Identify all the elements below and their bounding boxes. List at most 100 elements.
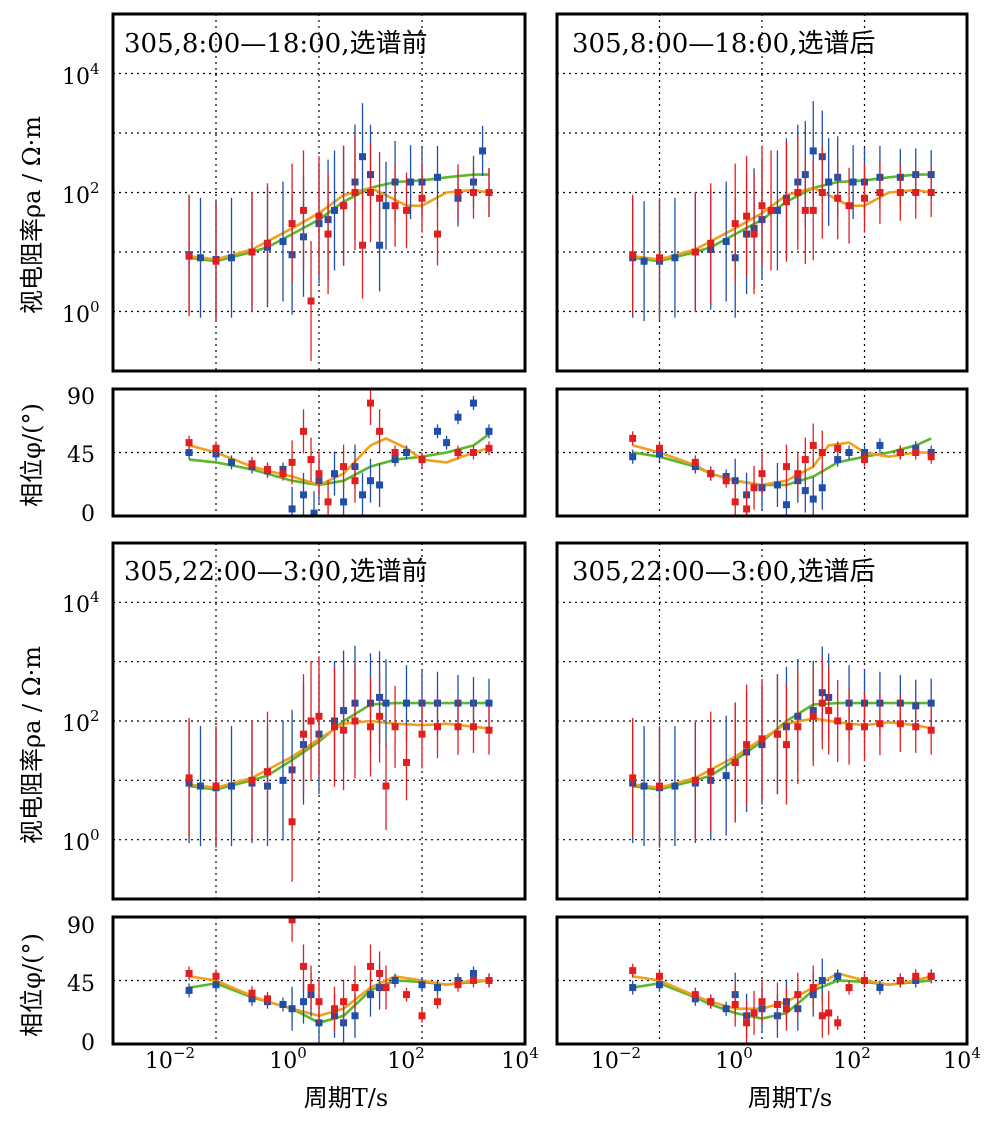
blue-data-point [228,782,236,790]
blue-data-point [809,495,817,503]
rho-panel [555,541,969,901]
red-data-point [367,962,374,970]
red-data-point [782,198,790,206]
red-data-point [367,189,374,196]
phase-tick-label: 0 [81,1031,95,1056]
red-data-point [288,220,296,228]
red-data-point [731,220,739,228]
blue-data-point [876,984,884,992]
blue-data-point [367,991,374,999]
red-data-point [351,477,359,485]
red-data-point [212,782,220,790]
red-data-point [264,239,271,247]
blue-data-point [279,238,287,246]
blue-data-point [367,477,374,485]
phase-panel [111,915,527,1046]
red-data-point [185,439,193,447]
red-data-point [825,707,833,715]
red-data-point [809,441,817,449]
blue-data-point [834,456,842,464]
red-data-point [927,453,935,461]
red-data-point [264,768,271,776]
red-data-point [782,741,790,749]
red-data-point [307,984,315,992]
red-data-point [376,427,384,435]
red-data-point [656,444,663,452]
red-data-point [809,206,817,214]
red-data-point [470,189,477,196]
red-data-point [758,998,766,1006]
blue-data-point [331,206,339,214]
x-tick-label: 102 [387,1044,425,1074]
blue-data-point [861,449,868,456]
blue-data-point [196,782,204,790]
red-data-point [818,449,826,456]
red-data-point [818,699,826,707]
red-data-point [340,202,348,210]
red-data-point [896,720,904,728]
phase-tick-labels-bottom: 0 45 90 [67,914,95,1056]
red-data-point [391,202,399,210]
red-data-point [927,189,935,196]
red-data-point [470,449,477,456]
rho-panel-frame [555,541,969,901]
blue-data-point [801,487,809,495]
orange-fit-line [632,441,932,487]
green-fit-line [632,437,932,487]
chart-title: 305,8:00—18:00,选谱前 [124,29,427,59]
red-data-point [707,470,715,478]
blue-data-point [722,238,730,246]
red-data-point [896,189,904,196]
red-data-point [818,189,826,196]
orange-fit-line [188,719,490,790]
phase-axis-label: 相位φ/(°) [18,933,46,1037]
rho-axis-label: 视电阻率ρa / Ω·m [18,116,46,314]
red-data-point [629,774,637,782]
blue-data-point [185,449,193,456]
red-data-point [912,972,920,980]
red-data-point [629,434,637,442]
red-data-point [656,972,663,980]
red-data-point [324,230,332,238]
red-data-point [376,194,384,202]
blue-data-point [212,981,220,989]
red-data-point [315,998,323,1006]
red-data-point [656,782,663,790]
x-axis-label: 周期T/s [304,1084,388,1112]
blue-data-point [288,505,296,513]
red-data-point [212,972,220,980]
blue-data-point [470,399,477,407]
red-data-point [801,206,809,214]
red-data-point [876,189,884,196]
blue-data-point [359,491,367,499]
red-data-point [731,758,739,766]
red-data-point [434,230,442,238]
blue-data-point [351,1012,359,1020]
phase-tick-label: 0 [81,502,95,527]
red-data-point [382,782,390,790]
red-data-point [629,251,637,259]
green-fit-line [188,701,489,791]
red-data-point [691,776,699,784]
rho-tick-labels-bottom: 100 102 104 [62,588,100,856]
red-data-point [794,723,802,731]
blue-data-point [671,782,679,790]
green-fit-line [188,979,490,1025]
blue-data-point [391,977,399,984]
red-data-point [248,776,256,784]
x-tick-label: 10−2 [145,1044,195,1074]
blue-data-point [809,147,817,155]
red-data-point [750,1009,758,1017]
red-data-point [801,456,809,464]
rho-panel-frame [111,12,527,373]
red-data-point [485,726,493,734]
red-data-point [351,984,359,992]
red-data-point [264,465,271,473]
red-data-point [758,202,766,210]
green-fit-line [632,173,932,263]
red-data-point [288,818,296,826]
red-data-point [825,1009,833,1017]
red-data-point [773,730,781,738]
red-data-point [402,758,410,766]
